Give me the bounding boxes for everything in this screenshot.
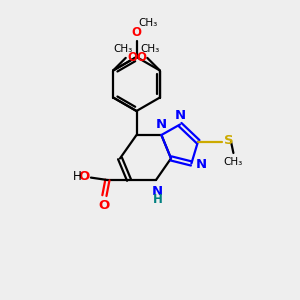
Text: CH₃: CH₃ bbox=[224, 157, 243, 166]
Text: O: O bbox=[136, 51, 146, 64]
Text: O: O bbox=[127, 51, 137, 64]
Text: S: S bbox=[224, 134, 234, 148]
Text: O: O bbox=[99, 199, 110, 212]
Text: N: N bbox=[156, 118, 167, 131]
Text: CH₃: CH₃ bbox=[113, 44, 132, 54]
Text: N: N bbox=[174, 109, 186, 122]
Text: O: O bbox=[79, 170, 90, 184]
Text: H: H bbox=[73, 170, 81, 184]
Text: N: N bbox=[152, 185, 163, 198]
Text: CH₃: CH₃ bbox=[138, 18, 157, 28]
Text: H: H bbox=[153, 193, 162, 206]
Text: CH₃: CH₃ bbox=[141, 44, 160, 54]
Text: N: N bbox=[196, 158, 207, 172]
Text: O: O bbox=[131, 26, 142, 39]
